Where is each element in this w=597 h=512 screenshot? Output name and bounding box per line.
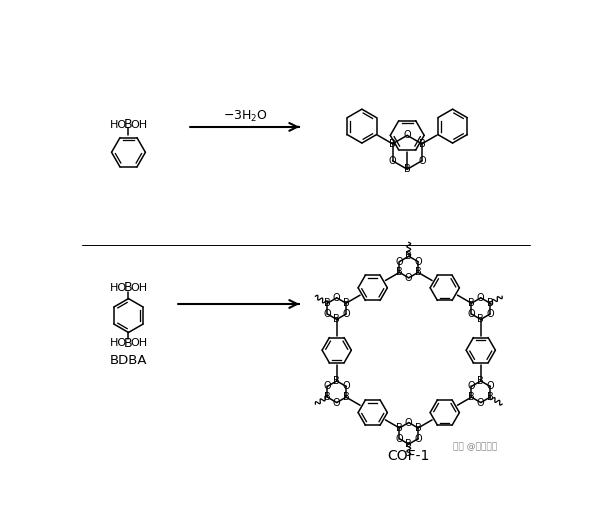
Text: HO: HO	[110, 283, 127, 293]
Text: B: B	[415, 423, 421, 433]
Text: B: B	[396, 267, 403, 278]
Text: O: O	[405, 418, 413, 428]
Text: B: B	[405, 251, 412, 261]
Text: COF-1: COF-1	[387, 450, 430, 463]
Text: B: B	[405, 439, 412, 449]
Text: B: B	[333, 376, 340, 386]
Text: O: O	[324, 309, 331, 319]
Text: B: B	[343, 392, 349, 402]
Text: O: O	[467, 381, 475, 391]
Text: 知乎 @腾霓生物: 知乎 @腾霓生物	[453, 442, 497, 451]
Text: B: B	[468, 392, 475, 402]
Text: B: B	[415, 267, 421, 278]
Text: B: B	[478, 314, 484, 325]
Text: O: O	[342, 381, 350, 391]
Text: B: B	[396, 423, 403, 433]
Text: O: O	[333, 397, 340, 408]
Text: O: O	[487, 309, 494, 319]
Text: O: O	[477, 397, 485, 408]
Text: B: B	[478, 376, 484, 386]
Text: HO: HO	[110, 120, 127, 130]
Text: O: O	[487, 381, 494, 391]
Text: O: O	[333, 293, 340, 303]
Text: OH: OH	[130, 120, 147, 130]
Text: B: B	[124, 337, 133, 350]
Text: $\mathregular{-3H_2O}$: $\mathregular{-3H_2O}$	[223, 110, 268, 124]
Text: B: B	[468, 298, 475, 308]
Text: B: B	[487, 392, 494, 402]
Text: B: B	[404, 164, 411, 174]
Text: O: O	[404, 131, 411, 140]
Text: O: O	[389, 156, 396, 166]
Text: O: O	[414, 257, 422, 267]
Text: OH: OH	[130, 283, 147, 293]
Text: B: B	[418, 139, 425, 149]
Text: B: B	[343, 298, 349, 308]
Text: B: B	[124, 281, 133, 294]
Text: O: O	[396, 434, 403, 444]
Text: BDBA: BDBA	[110, 354, 147, 367]
Text: B: B	[324, 392, 331, 402]
Text: O: O	[396, 257, 403, 267]
Text: B: B	[124, 118, 133, 131]
Text: OH: OH	[130, 338, 147, 348]
Text: B: B	[389, 139, 396, 149]
Text: O: O	[477, 293, 485, 303]
Text: O: O	[405, 273, 413, 283]
Text: O: O	[342, 309, 350, 319]
Text: B: B	[333, 314, 340, 325]
Text: B: B	[324, 298, 331, 308]
Text: HO: HO	[110, 338, 127, 348]
Text: O: O	[324, 381, 331, 391]
Text: O: O	[418, 156, 426, 166]
Text: O: O	[414, 434, 422, 444]
Text: O: O	[467, 309, 475, 319]
Text: B: B	[487, 298, 494, 308]
